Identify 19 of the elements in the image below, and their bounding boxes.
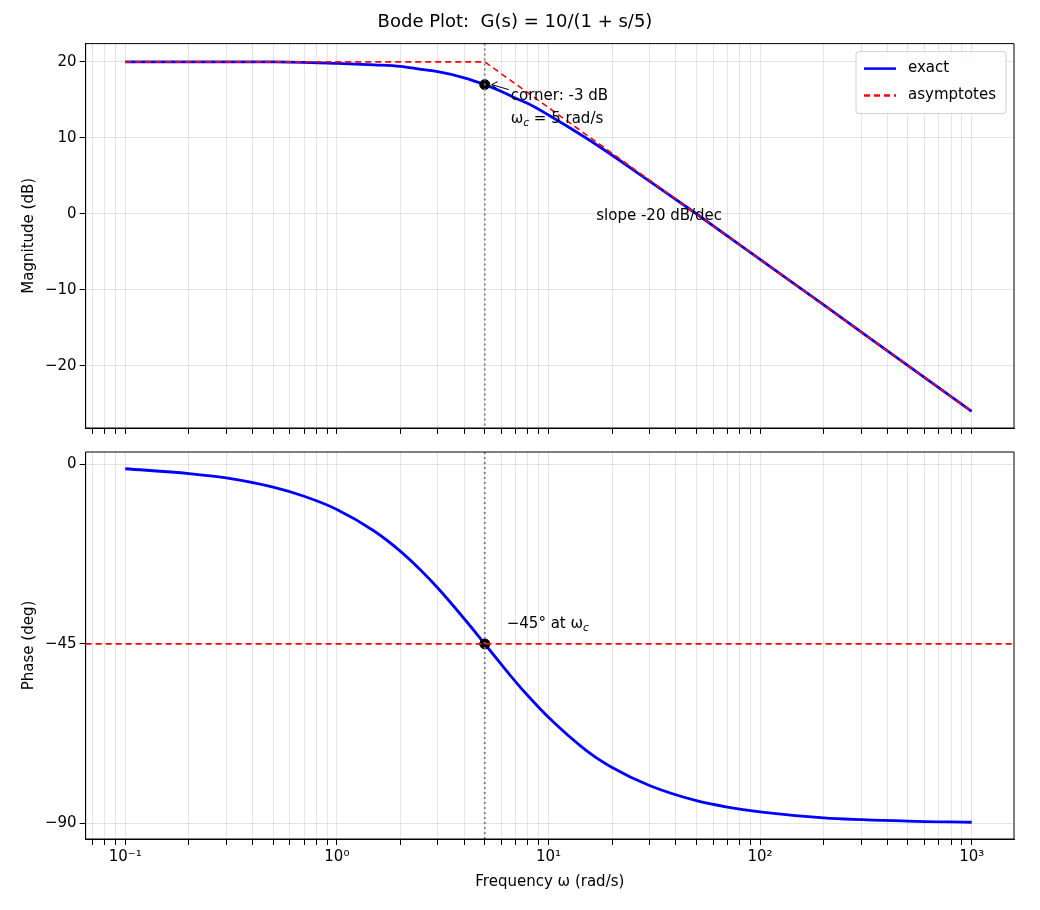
- y-tick-label: 0: [67, 203, 77, 222]
- y-tick-label: 0: [67, 454, 77, 473]
- y-tick-label: −20: [45, 355, 77, 374]
- chart-title: Bode Plot: G(s) = 10/(1 + s/5): [377, 10, 653, 32]
- y-axis-title: Phase (deg): [18, 600, 37, 691]
- x-tick-label: 10⁰: [324, 846, 350, 865]
- y-tick-label: 10: [57, 127, 77, 146]
- x-tick-label: 10³: [959, 846, 985, 865]
- x-tick-label: 10²: [747, 846, 773, 865]
- y-tick-label: −45: [45, 633, 77, 652]
- y-tick-label: −90: [45, 813, 77, 832]
- x-tick-label: 10⁻¹: [108, 846, 142, 865]
- x-tick-label: 10¹: [535, 846, 562, 865]
- legend-label: asymptotes: [908, 85, 997, 104]
- y-tick-label: −10: [45, 279, 77, 298]
- y-axis-title: Magnitude (dB): [18, 177, 37, 294]
- legend-label: exact: [908, 58, 950, 77]
- x-axis-title: Frequency ω (rad/s): [475, 871, 625, 890]
- y-tick-label: 20: [57, 51, 77, 70]
